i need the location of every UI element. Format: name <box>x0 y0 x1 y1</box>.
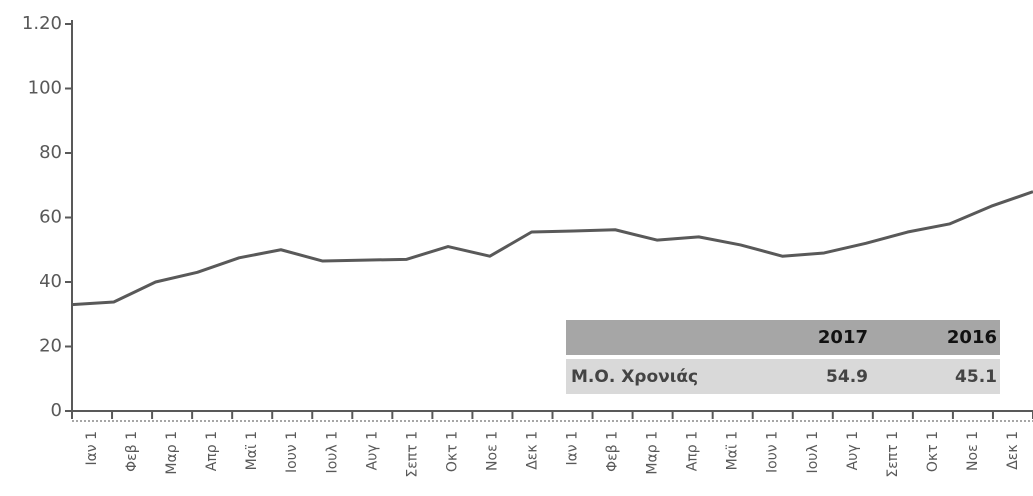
x-tick-label: Ιουλ 1 <box>805 431 821 473</box>
table-row <box>566 359 1000 394</box>
table-cell: 54.9 <box>826 367 868 387</box>
x-tick-label: Οκτ 1 <box>444 431 460 472</box>
x-tick-label: Φεβ 1 <box>124 431 140 472</box>
x-tick-label: Ιαν 1 <box>565 431 581 466</box>
x-tick-label: Μαρ 1 <box>164 431 180 475</box>
x-tick-label: Δεκ 1 <box>524 431 540 470</box>
x-tick-label: Ιουν 1 <box>284 431 300 473</box>
x-tick-label: Νοε 1 <box>965 431 981 471</box>
table-cell: Μ.Ο. Χρονιάς <box>571 367 698 387</box>
x-tick-label: Απρ 1 <box>204 431 220 471</box>
y-tick-label: 60 <box>39 207 62 228</box>
x-tick-label: Ιουλ 1 <box>324 431 340 473</box>
x-tick-label: Σεπτ 1 <box>404 431 420 478</box>
x-tick-label: Αυγ 1 <box>364 431 380 470</box>
x-tick-label: Σεπτ 1 <box>885 431 901 478</box>
y-tick-label: 40 <box>39 271 62 292</box>
line-series <box>71 190 1033 307</box>
y-tick-label: 0 <box>51 400 62 421</box>
y-tick-label: 1.20 <box>22 13 62 34</box>
x-tick-label: Ιουν 1 <box>765 431 781 473</box>
x-tick-label: Ιαν 1 <box>84 431 100 466</box>
y-tick-label: 20 <box>39 336 62 357</box>
table-header <box>566 320 1000 355</box>
table-header-cell: 2016 <box>947 327 997 348</box>
table-header-cell: 2017 <box>818 327 868 348</box>
x-tick-label: Οκτ 1 <box>925 431 941 472</box>
x-tick-label: Φεβ 1 <box>605 431 621 472</box>
x-tick-label: Μαρ 1 <box>645 431 661 475</box>
y-tick-label: 80 <box>39 142 62 163</box>
table-cell: 45.1 <box>955 367 997 387</box>
x-tick-label: Νοε 1 <box>484 431 500 471</box>
x-tick-label: Μαϊ 1 <box>244 431 260 470</box>
x-tick-label: Αυγ 1 <box>845 431 861 470</box>
x-tick-label: Απρ 1 <box>685 431 701 471</box>
y-tick-label: 100 <box>28 78 62 99</box>
x-tick-label: Μαϊ 1 <box>725 431 741 470</box>
x-tick-label: Δεκ 1 <box>1005 431 1021 470</box>
